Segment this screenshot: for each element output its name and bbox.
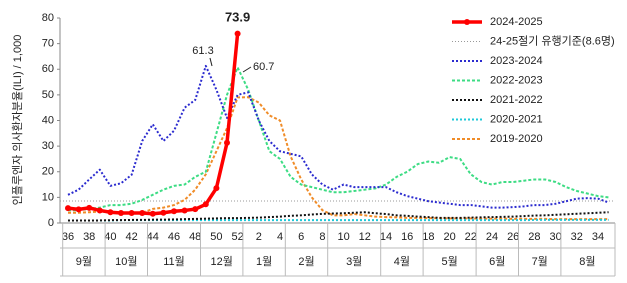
y-tick-label: 40 xyxy=(42,114,54,126)
peak-label: 61.3 xyxy=(192,45,213,57)
x-tick-label: 46 xyxy=(168,231,180,243)
peak-label: 60.7 xyxy=(253,61,274,73)
peak-leader xyxy=(242,66,252,73)
legend-label: 2022-2023 xyxy=(490,74,543,86)
x-tick-label: 34 xyxy=(592,231,604,243)
point xyxy=(171,208,177,215)
x-tick-label: 4 xyxy=(277,231,283,243)
month-label: 2월 xyxy=(298,255,314,268)
point xyxy=(213,185,220,192)
peak-label: 73.9 xyxy=(225,9,250,24)
peak-leader xyxy=(209,57,213,67)
point xyxy=(224,139,230,146)
x-tick-label: 8 xyxy=(319,231,325,243)
x-tick-label: 10 xyxy=(337,231,349,243)
y-tick-label: 50 xyxy=(42,89,54,101)
month-label: 10월 xyxy=(115,255,137,268)
x-tick-label: 24 xyxy=(486,231,498,243)
legend-label: 2019-2020 xyxy=(490,133,543,145)
y-tick-label: 60 xyxy=(42,63,54,75)
legend-marker xyxy=(464,19,470,25)
y-tick-label: 70 xyxy=(42,38,54,50)
point xyxy=(96,207,103,214)
point xyxy=(160,209,167,216)
point xyxy=(118,210,124,217)
x-tick-label: 32 xyxy=(571,231,583,243)
month-label: 8월 xyxy=(579,255,595,268)
x-tick-label: 52 xyxy=(231,231,243,243)
point xyxy=(192,206,199,213)
y-tick-label: 80 xyxy=(42,12,54,24)
x-tick-label: 38 xyxy=(83,231,95,243)
series-line xyxy=(67,33,240,216)
month-label: 1월 xyxy=(256,255,272,268)
point xyxy=(86,204,93,211)
month-label: 5월 xyxy=(441,255,457,268)
legend-label: 2021-2022 xyxy=(490,94,543,106)
month-label: 4월 xyxy=(394,255,410,268)
month-label: 12월 xyxy=(211,255,233,268)
point xyxy=(139,210,146,217)
point xyxy=(75,206,82,213)
x-tick-label: 42 xyxy=(125,231,137,243)
point xyxy=(149,210,156,217)
point xyxy=(107,209,114,216)
x-tick-label: 50 xyxy=(210,231,222,243)
x-tick-label: 6 xyxy=(298,231,304,243)
y-axis-label: 인플루엔자 의사환자분율(ILI) / 1,000 xyxy=(11,35,24,206)
month-label: 7월 xyxy=(532,255,548,268)
x-tick-label: 26 xyxy=(507,231,519,243)
series-line xyxy=(67,64,609,209)
legend-label: 24-25절기 유행기준(8.6명) xyxy=(490,34,615,47)
y-tick-label: 30 xyxy=(42,140,54,152)
month-label: 9월 xyxy=(76,255,92,268)
month-label: 11월 xyxy=(163,255,185,268)
x-tick-label: 22 xyxy=(465,231,477,243)
y-tick-label: 10 xyxy=(42,191,54,203)
point xyxy=(181,207,188,214)
legend-label: 2020-2021 xyxy=(490,113,543,125)
month-label: 3월 xyxy=(346,255,362,268)
legend-label: 2024-2025 xyxy=(490,16,543,28)
x-tick-label: 44 xyxy=(147,231,159,243)
series-line xyxy=(68,96,609,221)
x-tick-label: 40 xyxy=(104,231,116,243)
y-tick-label: 20 xyxy=(42,166,54,178)
point xyxy=(202,201,209,208)
series-line xyxy=(68,66,609,212)
x-tick-label: 16 xyxy=(401,231,413,243)
legend-label: 2023-2024 xyxy=(490,55,543,67)
x-tick-label: 48 xyxy=(189,231,201,243)
point xyxy=(234,30,241,37)
month-label: 6월 xyxy=(489,255,505,268)
point xyxy=(128,210,135,217)
x-tick-label: 12 xyxy=(359,231,371,243)
x-tick-label: 20 xyxy=(443,231,455,243)
x-tick-label: 28 xyxy=(528,231,540,243)
x-tick-label: 30 xyxy=(549,231,561,243)
x-tick-label: 14 xyxy=(380,231,392,243)
point xyxy=(65,205,71,212)
x-tick-label: 2 xyxy=(256,231,262,243)
x-tick-label: 36 xyxy=(62,231,74,243)
x-tick-label: 18 xyxy=(422,231,434,243)
y-tick-label: 0 xyxy=(48,217,54,229)
